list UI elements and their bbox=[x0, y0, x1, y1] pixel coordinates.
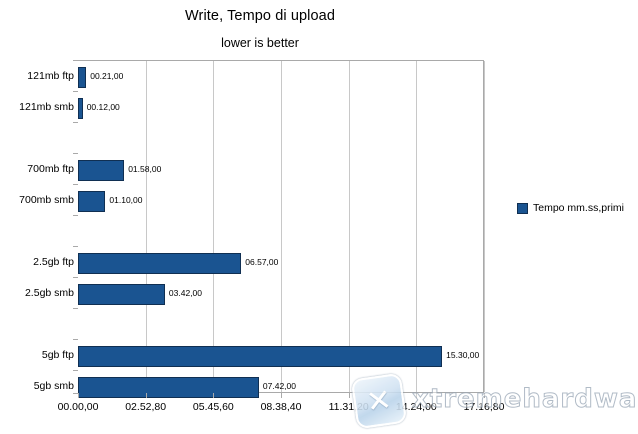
y-axis-tick bbox=[73, 153, 78, 154]
y-axis-category-label: 5gb smb bbox=[33, 380, 74, 392]
gridline bbox=[146, 61, 147, 392]
y-axis-category-label: 700mb smb bbox=[19, 194, 74, 206]
y-axis-tick bbox=[73, 184, 78, 185]
bar bbox=[78, 252, 242, 274]
legend: Tempo mm.ss,primi bbox=[517, 202, 624, 214]
bar-value-label: 06.57,00 bbox=[245, 257, 279, 267]
gridline bbox=[416, 61, 417, 392]
y-axis-tick bbox=[73, 339, 78, 340]
gridline bbox=[213, 61, 214, 392]
y-axis-tick bbox=[73, 60, 78, 61]
legend-swatch-icon bbox=[517, 202, 528, 214]
x-axis-tick-label: 05.45,60 bbox=[192, 401, 234, 413]
bar bbox=[78, 159, 125, 181]
bar bbox=[78, 283, 165, 305]
x-axis-tick bbox=[281, 393, 282, 398]
y-axis-category-label: 121mb ftp bbox=[27, 70, 74, 82]
x-axis-tick bbox=[146, 393, 147, 398]
bar bbox=[78, 66, 87, 88]
y-axis-category-label: 5gb ftp bbox=[41, 349, 74, 361]
y-axis-category-label: 2.5gb smb bbox=[24, 287, 74, 299]
bar-value-label: 01.58,00 bbox=[128, 164, 162, 174]
y-axis-tick bbox=[73, 393, 78, 394]
legend-label: Tempo mm.ss,primi bbox=[533, 202, 625, 214]
bar bbox=[78, 97, 83, 119]
chart-title: Write, Tempo di upload bbox=[185, 8, 335, 24]
bar-value-label: 00.21,00 bbox=[90, 71, 124, 81]
x-axis-tick bbox=[78, 393, 79, 398]
y-axis-category-label: 700mb ftp bbox=[27, 163, 74, 175]
gridline bbox=[484, 61, 485, 392]
plot-area bbox=[78, 60, 485, 398]
bar bbox=[78, 376, 259, 398]
x-axis-tick bbox=[349, 393, 350, 398]
x-axis-tick-label: 02.52,80 bbox=[125, 401, 167, 413]
y-axis-tick bbox=[73, 308, 78, 309]
x-axis-tick-label: 00.00,00 bbox=[57, 401, 99, 413]
bar bbox=[78, 190, 106, 212]
y-axis-tick bbox=[73, 277, 78, 278]
x-axis-tick bbox=[484, 393, 485, 398]
bar-value-label: 07.42,00 bbox=[262, 381, 296, 391]
chart-subtitle: lower is better bbox=[221, 36, 299, 50]
y-axis-tick bbox=[73, 246, 78, 247]
x-axis-tick bbox=[213, 393, 214, 398]
x-axis-tick-label: 17.16,80 bbox=[463, 401, 505, 413]
gridline bbox=[281, 61, 282, 392]
y-axis-tick bbox=[73, 91, 78, 92]
bar-value-label: 15.30,00 bbox=[446, 350, 480, 360]
y-axis-category-label: 121mb smb bbox=[19, 101, 74, 113]
bar-value-label: 03.42,00 bbox=[168, 288, 203, 298]
y-axis-labels: 121mb ftp 121mb smb 700mb ftp 700mb smb 2.5g… bbox=[0, 0, 74, 434]
y-axis-tick bbox=[73, 122, 78, 123]
x-axis-tick-label: 14.24,00 bbox=[395, 401, 437, 413]
y-axis-tick bbox=[73, 370, 78, 371]
y-axis-tick bbox=[73, 215, 78, 216]
gridline bbox=[349, 61, 350, 392]
bar bbox=[78, 345, 443, 367]
y-axis-category-label: 2.5gb ftp bbox=[33, 256, 74, 268]
x-axis-tick bbox=[416, 393, 417, 398]
bar-value-label: 01.10,00 bbox=[109, 195, 143, 205]
x-axis-tick-label: 08.38,40 bbox=[260, 401, 302, 413]
x-axis-tick-label: 11.31,20 bbox=[328, 401, 369, 413]
bar-value-label: 00.12,00 bbox=[86, 102, 120, 112]
